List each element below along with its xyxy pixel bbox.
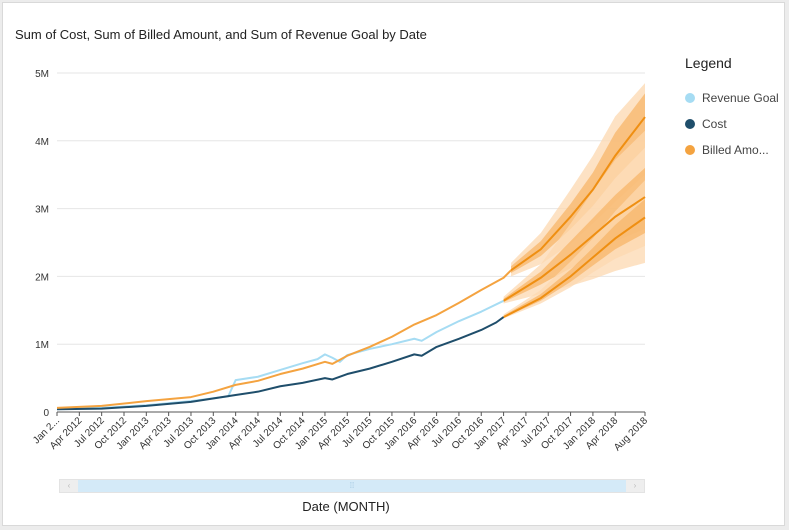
series-line-billed-amo-: [56, 269, 512, 409]
y-tick-label: 4M: [35, 137, 49, 148]
legend-label: Cost: [702, 117, 727, 131]
scroll-thumb[interactable]: ⁞⁞: [78, 480, 626, 492]
legend-item-billed-amount[interactable]: Billed Amo...: [685, 137, 785, 163]
y-tick-label: 0: [43, 408, 49, 419]
series-line-cost: [56, 316, 505, 411]
legend-item-cost[interactable]: Cost: [685, 111, 785, 137]
forecast-band-inner: [503, 167, 645, 303]
forecast-line: [503, 196, 646, 302]
forecast-band-inner: [511, 93, 645, 274]
series-line-revenue-goal: [56, 299, 505, 410]
legend-item-revenue-goal[interactable]: Revenue Goal: [685, 85, 785, 111]
scroll-grip-icon: ⁞⁞: [349, 481, 355, 490]
scroll-left-icon[interactable]: ‹: [67, 481, 71, 490]
x-axis-title: Date (MONTH): [302, 499, 390, 514]
forecast-band-outer: [503, 180, 645, 319]
legend-title: Legend: [685, 55, 732, 71]
y-tick-label: 1M: [35, 340, 49, 351]
legend-label: Billed Amo...: [702, 143, 769, 157]
legend: Legend Revenue Goal Cost Billed Amo...: [685, 55, 785, 163]
forecast-line: [503, 216, 646, 318]
x-axis-scrollbar[interactable]: ‹ ⁞⁞ ›: [59, 479, 645, 493]
y-tick-label: 2M: [35, 272, 49, 283]
y-tick-label: 3M: [35, 205, 49, 216]
y-tick-label: 5M: [35, 69, 49, 80]
legend-dot-cost-icon: [685, 119, 695, 129]
legend-label: Revenue Goal: [702, 91, 779, 105]
scroll-right-icon[interactable]: ›: [633, 481, 637, 490]
legend-dot-billed-amount-icon: [685, 145, 695, 155]
forecast-band-outer: [511, 83, 645, 277]
legend-dot-revenue-goal-icon: [685, 93, 695, 103]
forecast-line: [510, 116, 646, 272]
chart-title: Sum of Cost, Sum of Billed Amount, and S…: [15, 27, 427, 42]
